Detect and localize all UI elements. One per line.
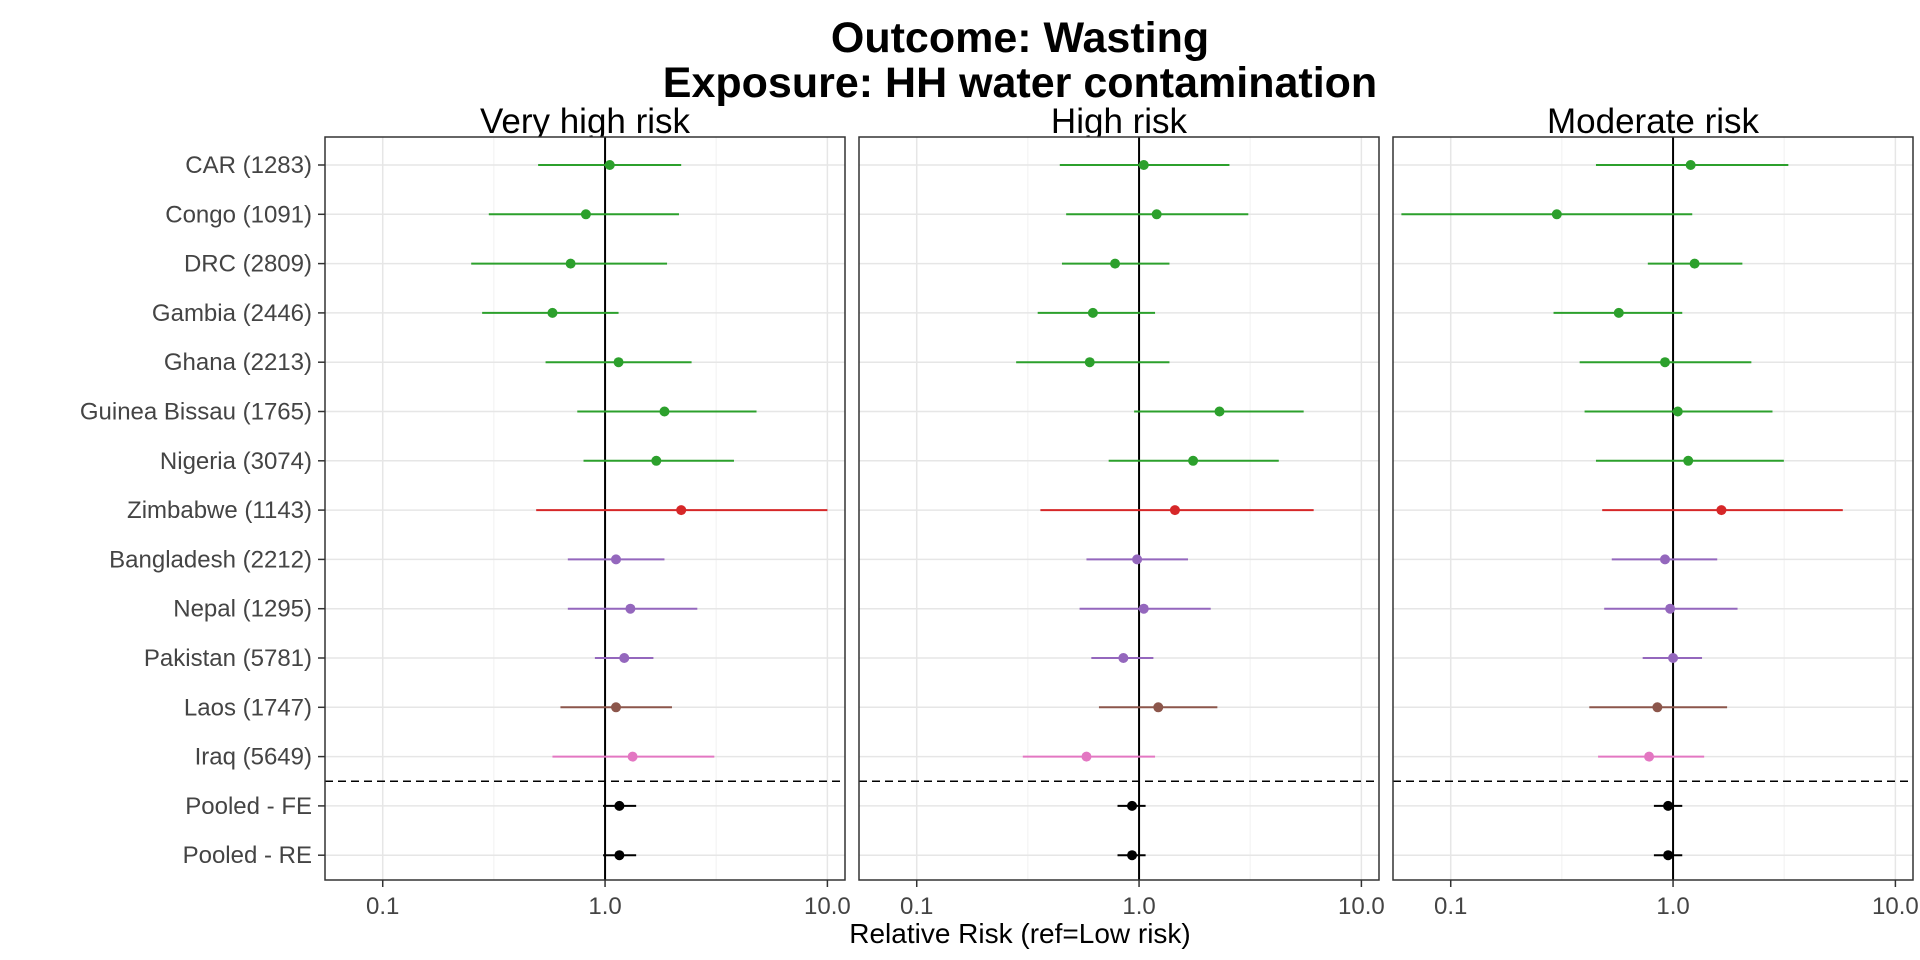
point-estimate — [1081, 751, 1092, 762]
point-estimate — [1138, 160, 1149, 170]
x-tick-label: 1.0 — [1656, 893, 1689, 920]
row-label: Iraq (5649) — [195, 744, 312, 771]
chart-title-line-2: Exposure: HH water contamination — [663, 59, 1377, 107]
point-estimate — [1685, 160, 1696, 170]
row-label: Pooled - RE — [183, 842, 312, 869]
facet-panel: High risk 0.1 1.0 10.0 — [858, 102, 1385, 920]
point-estimate — [1151, 209, 1162, 220]
row-label: Congo (1091) — [165, 201, 312, 228]
point-estimate — [1087, 307, 1098, 318]
point-estimate — [1127, 850, 1138, 861]
point-estimate — [659, 406, 670, 417]
point-estimate — [1551, 209, 1562, 220]
point-estimate — [1118, 653, 1129, 663]
facets-layer: Very high risk 0.1 1.0 10.0 High risk 0.1 1.0 1… — [318, 102, 1919, 920]
x-tick-label: 0.1 — [900, 893, 933, 920]
point-estimate — [1613, 307, 1624, 318]
point-estimate — [1660, 554, 1671, 565]
x-axis-title: Relative Risk (ref=Low risk) — [849, 918, 1191, 949]
point-estimate — [1716, 505, 1727, 516]
panel-background — [1393, 137, 1913, 880]
point-estimate — [1110, 258, 1121, 269]
row-label: DRC (2809) — [184, 251, 312, 278]
facet-panel: Moderate risk 0.1 1.0 10.0 — [1392, 102, 1919, 920]
facet-label: High risk — [1051, 102, 1188, 141]
point-estimate — [1668, 653, 1679, 663]
point-estimate — [1689, 258, 1700, 269]
x-tick-label: 0.1 — [366, 893, 399, 920]
row-label: Pooled - FE — [185, 793, 312, 820]
point-estimate — [580, 209, 591, 220]
point-estimate — [1138, 603, 1149, 614]
point-estimate — [1652, 702, 1663, 713]
row-label: CAR (1283) — [185, 152, 312, 179]
panel-background — [859, 137, 1379, 880]
row-label: Bangladesh (2212) — [109, 546, 312, 573]
facet-label: Very high risk — [480, 102, 691, 141]
point-estimate — [565, 258, 576, 269]
point-estimate — [1663, 800, 1674, 811]
point-estimate — [611, 554, 622, 565]
point-estimate — [1169, 505, 1180, 516]
point-estimate — [1127, 800, 1138, 811]
row-label: Guinea Bissau (1765) — [80, 399, 312, 426]
point-estimate — [614, 800, 625, 811]
panel-background — [325, 137, 845, 880]
panel-border — [858, 136, 1380, 881]
point-estimate — [613, 357, 624, 368]
row-label: Gambia (2446) — [152, 300, 312, 327]
x-tick-label: 10.0 — [1872, 893, 1919, 920]
row-label: Pakistan (5781) — [144, 645, 312, 672]
point-estimate — [627, 751, 638, 762]
row-label: Nigeria (3074) — [160, 448, 312, 475]
point-estimate — [1214, 406, 1225, 417]
x-tick-label: 1.0 — [588, 893, 621, 920]
point-estimate — [604, 160, 615, 170]
row-label: Nepal (1295) — [173, 596, 312, 623]
point-estimate — [1660, 357, 1671, 368]
facet-panel: Very high risk 0.1 1.0 10.0 — [318, 102, 851, 920]
point-estimate — [1132, 554, 1143, 565]
x-tick-label: 10.0 — [1338, 893, 1385, 920]
x-tick-label: 0.1 — [1434, 893, 1467, 920]
point-estimate — [1683, 455, 1694, 466]
point-estimate — [1153, 702, 1164, 713]
point-estimate — [1665, 603, 1676, 614]
row-label: Ghana (2213) — [164, 349, 312, 376]
point-estimate — [1084, 357, 1095, 368]
row-label: Laos (1747) — [184, 694, 312, 721]
facet-label: Moderate risk — [1547, 102, 1760, 141]
panel-border — [1392, 136, 1914, 881]
point-estimate — [676, 505, 687, 516]
point-estimate — [547, 307, 558, 318]
point-estimate — [1672, 406, 1683, 417]
point-estimate — [619, 653, 630, 663]
panel-border — [324, 136, 846, 881]
point-estimate — [651, 455, 662, 466]
point-estimate — [1663, 850, 1674, 861]
x-tick-label: 1.0 — [1122, 893, 1155, 920]
row-labels: CAR (1283) Congo (1091) DRC (2809) Gambia (… — [80, 152, 312, 869]
chart-title-line-1: Outcome: Wasting — [831, 14, 1209, 62]
point-estimate — [614, 850, 625, 861]
point-estimate — [625, 603, 636, 614]
x-tick-label: 10.0 — [804, 893, 851, 920]
point-estimate — [611, 702, 622, 713]
point-estimate — [1188, 455, 1199, 466]
point-estimate — [1644, 751, 1655, 762]
row-label: Zimbabwe (1143) — [127, 497, 312, 524]
